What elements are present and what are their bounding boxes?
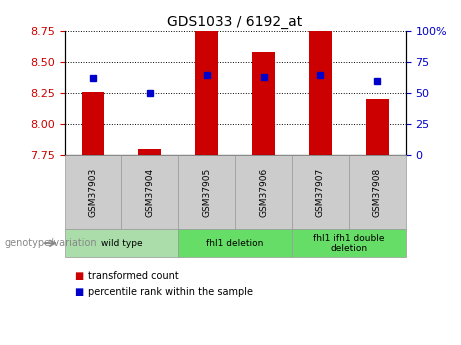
Bar	[366, 99, 389, 155]
Bar	[252, 52, 275, 155]
Bar	[309, 16, 332, 155]
Text: fhl1 deletion: fhl1 deletion	[207, 239, 264, 248]
Text: percentile rank within the sample: percentile rank within the sample	[88, 287, 253, 296]
Text: ■: ■	[74, 287, 83, 296]
Text: ■: ■	[74, 271, 83, 281]
Text: GSM37904: GSM37904	[145, 168, 154, 217]
Text: transformed count: transformed count	[88, 271, 178, 281]
Text: GSM37907: GSM37907	[316, 168, 325, 217]
Bar	[195, 9, 218, 155]
Text: fhl1 ifh1 double
deletion: fhl1 ifh1 double deletion	[313, 234, 384, 253]
Text: GSM37905: GSM37905	[202, 168, 211, 217]
Bar	[138, 149, 161, 155]
Text: GSM37903: GSM37903	[89, 168, 97, 217]
Bar	[82, 92, 104, 155]
Text: GSM37906: GSM37906	[259, 168, 268, 217]
Text: genotype/variation: genotype/variation	[5, 238, 97, 248]
Text: wild type: wild type	[100, 239, 142, 248]
Title: GDS1033 / 6192_at: GDS1033 / 6192_at	[167, 14, 303, 29]
Text: GSM37908: GSM37908	[373, 168, 382, 217]
